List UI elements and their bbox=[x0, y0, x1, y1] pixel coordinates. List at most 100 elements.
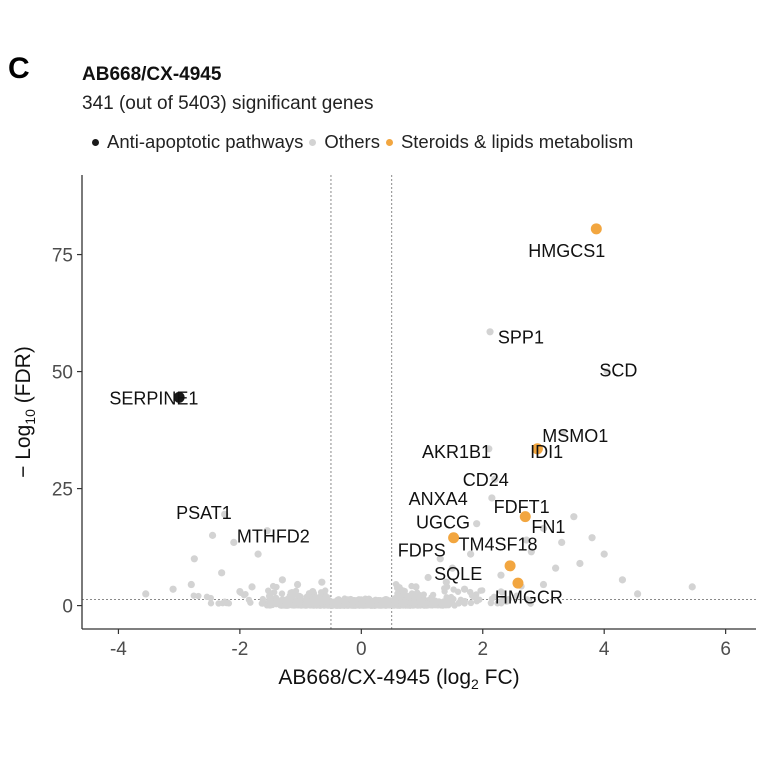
point-gene bbox=[448, 564, 456, 572]
point-gene bbox=[527, 548, 535, 556]
point-gene bbox=[633, 590, 642, 598]
gene-label-ugcg: UGCG bbox=[416, 512, 470, 532]
gene-label-akr1b1: AKR1B1 bbox=[422, 442, 491, 462]
background-point bbox=[283, 599, 290, 606]
gene-label-mthfd2: MTHFD2 bbox=[237, 526, 310, 546]
point-fn1 bbox=[539, 524, 548, 532]
gene-label-spp1: SPP1 bbox=[498, 327, 544, 347]
background-point bbox=[203, 593, 211, 601]
point-ugcg bbox=[473, 520, 481, 528]
background-point bbox=[488, 595, 496, 603]
background-point bbox=[441, 588, 448, 595]
point-gene bbox=[424, 573, 432, 582]
background-point bbox=[289, 590, 296, 598]
background-point bbox=[444, 600, 452, 607]
background-point bbox=[454, 588, 462, 595]
point-gene bbox=[467, 550, 475, 558]
point-gene bbox=[539, 580, 548, 589]
point-idi1 bbox=[531, 443, 543, 455]
gene-label-serpine1: SERPINE1 bbox=[109, 388, 198, 408]
point-gene bbox=[254, 550, 262, 558]
point-gene bbox=[412, 583, 420, 591]
point-gene bbox=[293, 580, 302, 589]
background-point bbox=[335, 598, 342, 605]
y-tick-label: 25 bbox=[52, 480, 73, 501]
chart-title: AB668/CX-4945 bbox=[82, 64, 222, 85]
background-point bbox=[297, 593, 304, 601]
point-gene bbox=[436, 555, 444, 563]
point-gene bbox=[588, 534, 596, 542]
background-point bbox=[455, 600, 462, 607]
point-gene bbox=[618, 576, 627, 584]
background-point bbox=[392, 598, 399, 606]
point-gene bbox=[552, 564, 560, 572]
legend-label-steroids-lipids: Steroids & lipids metabolism bbox=[400, 131, 634, 152]
background-point bbox=[381, 600, 388, 608]
background-point bbox=[215, 600, 222, 607]
gene-label-psat1: PSAT1 bbox=[176, 503, 232, 523]
point-gene bbox=[558, 538, 566, 547]
point-fdft1 bbox=[519, 511, 531, 523]
background-point bbox=[312, 594, 319, 602]
point-gene bbox=[318, 578, 326, 586]
legend-dot-others bbox=[309, 138, 317, 146]
panel-letter: C bbox=[8, 52, 30, 85]
background-point bbox=[207, 600, 215, 607]
point-serpine1 bbox=[173, 391, 185, 403]
y-tick-label: 50 bbox=[52, 363, 73, 384]
x-axis-title: AB668/CX-4945 (log2 FC) bbox=[278, 666, 519, 692]
gene-label-fn1: FN1 bbox=[531, 517, 565, 537]
legend-label-anti-apoptotic: Anti-apoptotic pathways bbox=[107, 131, 304, 152]
background-point bbox=[500, 596, 508, 603]
background-point bbox=[317, 599, 325, 606]
legend-label-others: Others bbox=[324, 131, 380, 152]
axes: -4 -2 0 2 4 6 0 25 50 75 bbox=[52, 175, 756, 660]
x-tick-label: 4 bbox=[599, 639, 610, 660]
point-msmo1 bbox=[559, 428, 567, 437]
data-points bbox=[142, 223, 696, 609]
background-point bbox=[525, 598, 533, 605]
background-point bbox=[478, 587, 486, 594]
point-tm4sf18 bbox=[522, 536, 531, 544]
x-tick-label: 2 bbox=[477, 639, 488, 660]
point-gene bbox=[460, 585, 469, 593]
point-hmgcr bbox=[512, 577, 524, 589]
legend-dot-anti-apoptotic bbox=[92, 138, 99, 146]
point-scd bbox=[603, 367, 611, 376]
background-point bbox=[420, 591, 427, 598]
background-point bbox=[322, 587, 329, 594]
y-tick-label: 0 bbox=[62, 597, 73, 618]
point-mthfd2 bbox=[263, 527, 271, 535]
background-point bbox=[468, 592, 476, 599]
background-point bbox=[273, 583, 280, 591]
gene-label-hmgcr: HMGCR bbox=[495, 587, 563, 607]
x-tick-label: -2 bbox=[231, 639, 248, 660]
point-gene bbox=[248, 583, 256, 591]
background-point bbox=[276, 599, 283, 606]
point-gene bbox=[442, 578, 450, 586]
background-point bbox=[190, 592, 197, 599]
gene-labels: HMGCS1 SPP1 SCD SERPINE1 MSMO1 AKR1B1 IDI1 CD24… bbox=[109, 241, 637, 607]
background-point bbox=[435, 598, 443, 605]
legend-dot-steroids-lipids bbox=[385, 138, 393, 146]
legend-item-anti-apoptotic: Anti-apoptotic pathways bbox=[92, 131, 303, 153]
point-gene bbox=[266, 590, 274, 598]
chart-legend: Anti-apoptotic pathways Others Steroids … bbox=[92, 131, 639, 153]
gene-label-anxa4: ANXA4 bbox=[409, 489, 468, 509]
background-point bbox=[429, 597, 437, 604]
point-gene bbox=[576, 559, 584, 568]
y-axis-title: − Log10 (FDR) bbox=[12, 346, 38, 478]
gene-label-msmo1: MSMO1 bbox=[542, 426, 608, 446]
background-point bbox=[259, 600, 266, 607]
point-gene bbox=[208, 531, 217, 539]
point-anxa4 bbox=[488, 494, 496, 502]
background-point bbox=[467, 599, 475, 607]
point-spp1 bbox=[486, 328, 494, 336]
point-gene bbox=[600, 550, 608, 558]
legend-item-others: Others bbox=[309, 131, 380, 153]
x-tick-label: 6 bbox=[720, 639, 731, 660]
point-gene bbox=[497, 571, 505, 579]
gene-label-fdps: FDPS bbox=[398, 540, 446, 560]
point-gene bbox=[218, 569, 226, 577]
